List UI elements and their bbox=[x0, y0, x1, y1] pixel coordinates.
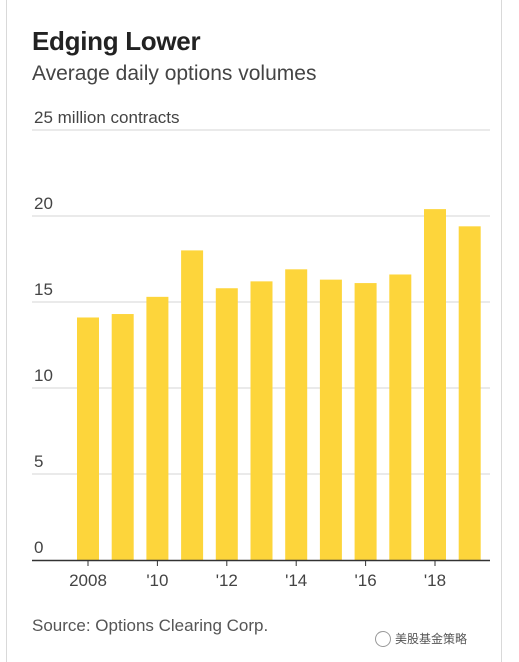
wechat-icon bbox=[375, 630, 391, 647]
bar bbox=[250, 281, 273, 560]
bar bbox=[389, 274, 412, 560]
bar bbox=[146, 296, 169, 560]
axes bbox=[32, 559, 490, 566]
bar bbox=[77, 317, 99, 560]
watermark: 美股基金策略 bbox=[375, 630, 467, 647]
y-tick-label: 0 bbox=[34, 538, 43, 557]
y-tick-label: 20 bbox=[34, 194, 53, 213]
watermark-text: 美股基金策略 bbox=[395, 632, 468, 646]
chart-subtitle: Average daily options volumes bbox=[32, 62, 317, 85]
bars bbox=[77, 209, 481, 560]
bar bbox=[111, 314, 134, 560]
x-tick-label: 2008 bbox=[69, 571, 107, 590]
chart-title: Edging Lower bbox=[32, 26, 201, 56]
bar bbox=[354, 283, 377, 560]
bar bbox=[215, 288, 238, 560]
bar bbox=[458, 226, 481, 560]
y-tick-label: 10 bbox=[34, 366, 53, 385]
x-tick-label: '12 bbox=[216, 571, 238, 590]
bar bbox=[424, 209, 446, 560]
tick-labels: 0 5 10 15 20 25 million contracts 2008 '10 '12 '1… bbox=[34, 108, 446, 590]
source-note: Source: Options Clearing Corp. bbox=[32, 616, 269, 635]
x-tick-label: '18 bbox=[424, 571, 446, 590]
bar bbox=[285, 269, 308, 560]
x-tick-label: '14 bbox=[285, 571, 307, 590]
y-tick-label: 5 bbox=[34, 452, 43, 471]
x-tick-label: '16 bbox=[355, 571, 377, 590]
y-tick-label: 15 bbox=[34, 280, 53, 299]
bar bbox=[319, 279, 342, 560]
chart-frame bbox=[6, 0, 502, 662]
bar bbox=[181, 250, 204, 560]
x-tick-label: '10 bbox=[146, 571, 168, 590]
y-tick-label: 25 million contracts bbox=[34, 108, 180, 127]
